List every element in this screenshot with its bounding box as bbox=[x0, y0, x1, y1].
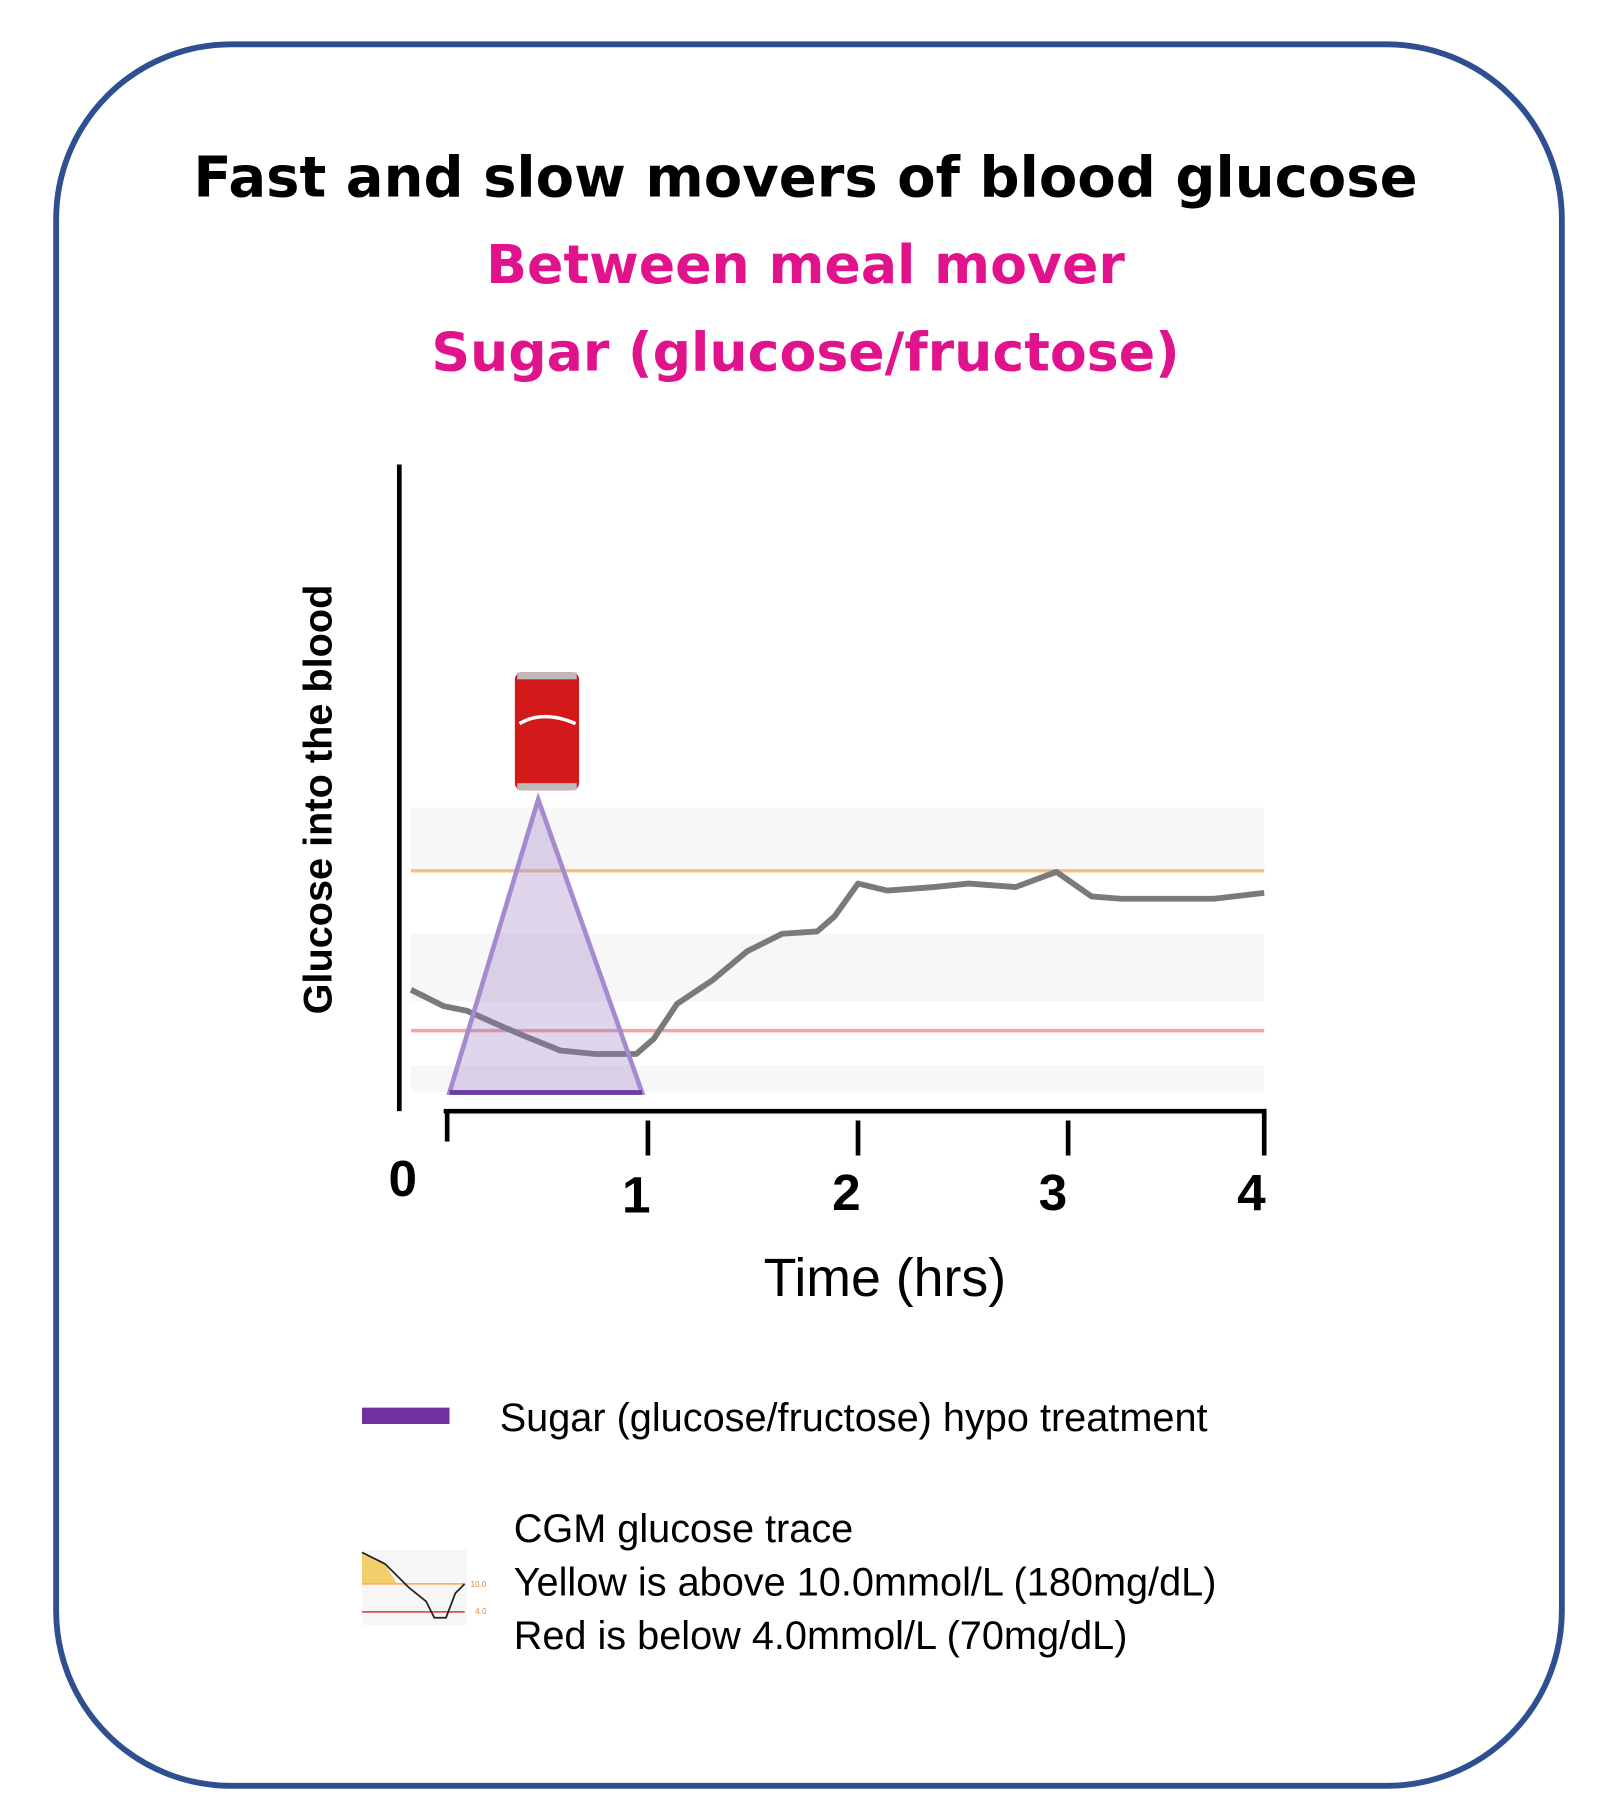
legend-label: Sugar (glucose/fructose) hypo treatment bbox=[500, 1396, 1208, 1440]
cgm-background bbox=[410, 807, 1265, 1092]
title: Fast and slow movers of blood glucose bbox=[193, 146, 1417, 211]
legend-text: Yellow is above 10.0mmol/L (180mg/dL) bbox=[514, 1561, 1217, 1605]
legend-swatch bbox=[361, 1407, 450, 1424]
icon-label: 4.0 bbox=[475, 1607, 487, 1616]
y-axis-label: Glucose into the blood bbox=[297, 585, 341, 1015]
subtitle: Sugar (glucose/fructose) bbox=[431, 321, 1179, 384]
x-tick-label: 0 bbox=[389, 1150, 418, 1207]
legend-text: CGM glucose trace bbox=[514, 1507, 854, 1551]
soda-can bbox=[514, 672, 580, 791]
icon-label: 10.0 bbox=[471, 1580, 487, 1589]
x-tick-label: 3 bbox=[1039, 1164, 1068, 1221]
x-tick-labels: 0 1 2 3 4 bbox=[389, 1150, 1267, 1223]
legend-text: Red is below 4.0mmol/L (70mg/dL) bbox=[514, 1614, 1128, 1658]
subtitle: Between meal mover bbox=[486, 233, 1125, 296]
x-axis-label: Time (hrs) bbox=[764, 1248, 1007, 1308]
x-tick-label: 2 bbox=[832, 1164, 861, 1221]
glucose-trace bbox=[409, 868, 1265, 1057]
x-tick-label: 1 bbox=[622, 1166, 651, 1223]
x-ticks bbox=[444, 1111, 1267, 1156]
x-tick-label: 4 bbox=[1237, 1164, 1266, 1221]
cgm-icon: 10.0 4.0 bbox=[361, 1550, 487, 1625]
